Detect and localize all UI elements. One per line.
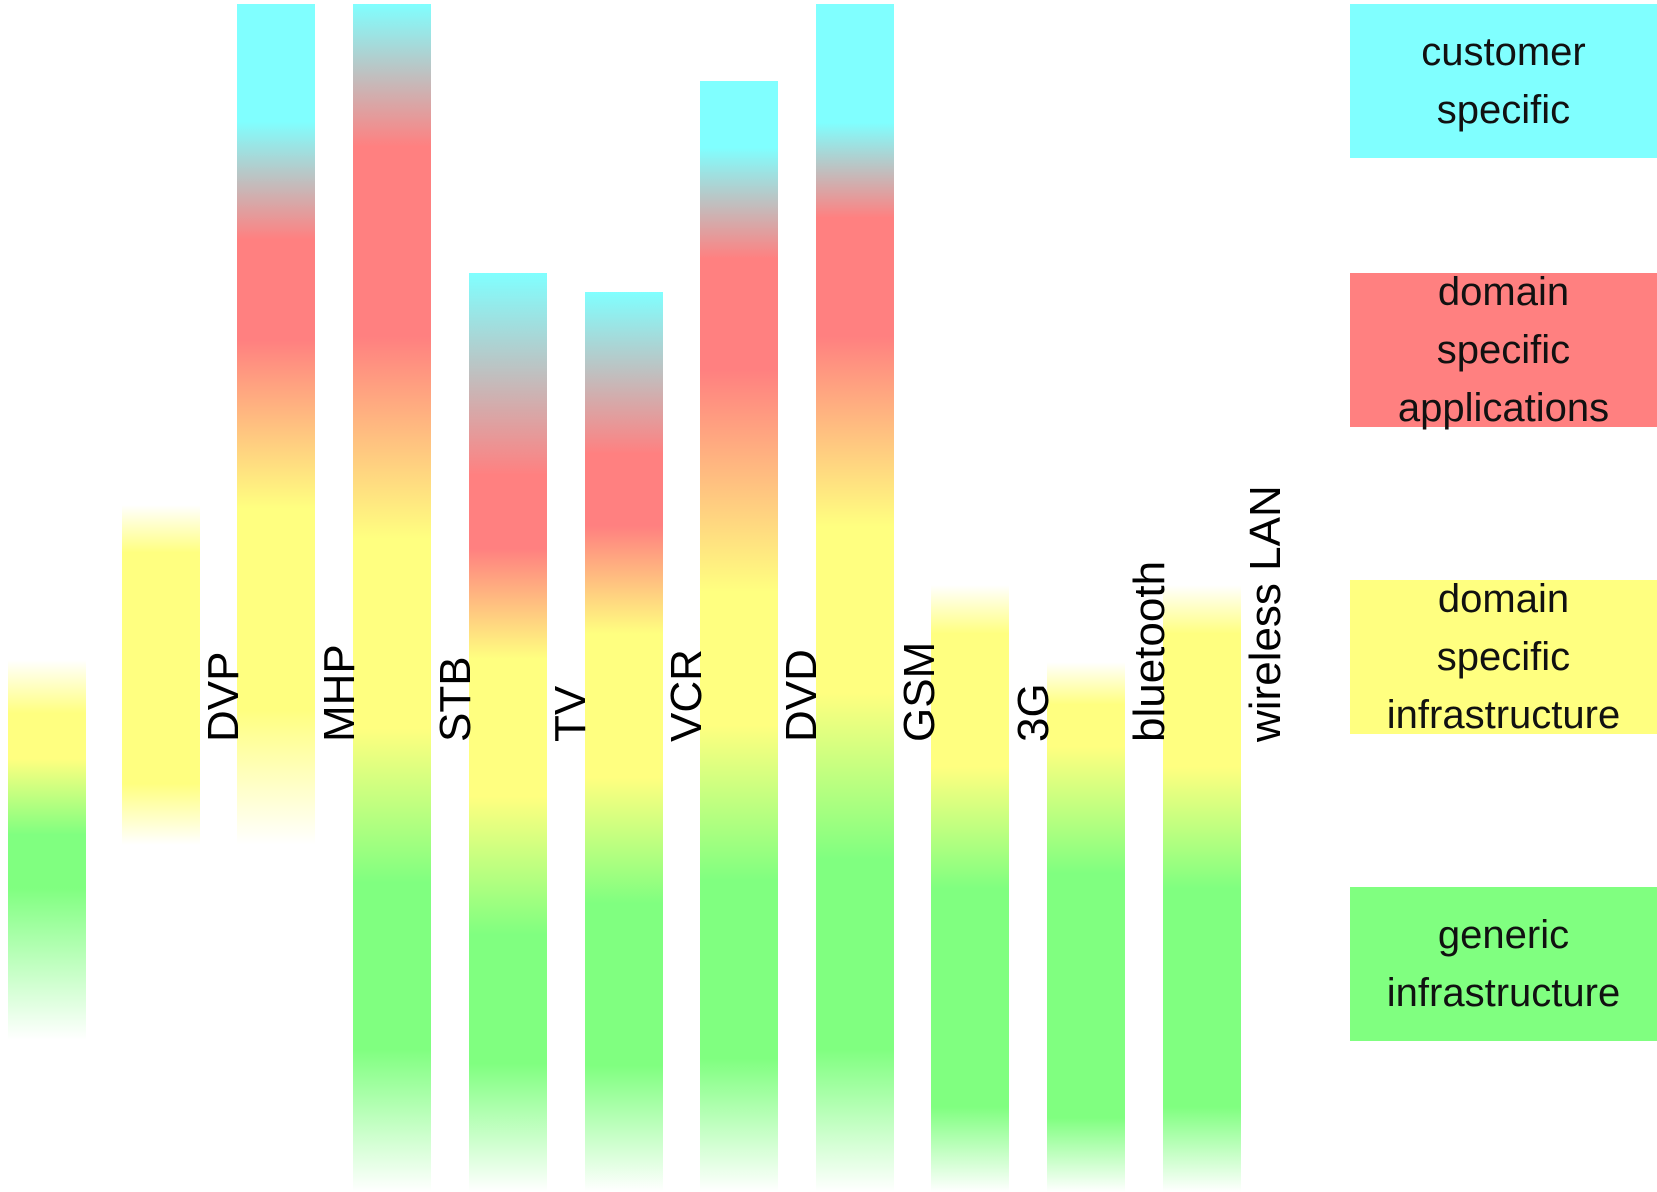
legend-line: specific xyxy=(1436,88,1571,132)
label-str: STB xyxy=(431,656,480,742)
bar-tv xyxy=(469,273,547,1192)
legend-line: infrastructure xyxy=(1386,693,1621,737)
bar-wlan xyxy=(1163,585,1241,1192)
label-dvd: DVD xyxy=(777,649,826,742)
label-bluetooth: bluetooth xyxy=(1125,560,1174,742)
legend-line: domain xyxy=(1437,270,1570,314)
bar-bluetooth xyxy=(1047,662,1125,1192)
label-3g: 3G xyxy=(1009,683,1058,742)
legend-line: specific xyxy=(1436,328,1571,372)
label-mhp: MHP xyxy=(315,644,364,742)
label-dvp: DVP xyxy=(199,651,248,742)
bar-1 xyxy=(8,660,86,1040)
bar-vcr xyxy=(585,292,663,1192)
legend-domain-specific-applications: domain specific applications xyxy=(1350,270,1657,430)
label-tv: TV xyxy=(546,685,595,742)
legend-line: customer xyxy=(1421,30,1586,74)
legend-line: domain xyxy=(1437,577,1570,621)
legend-line: applications xyxy=(1397,386,1610,430)
bar-dvd xyxy=(700,81,778,1192)
label-gsm: GSM xyxy=(895,641,944,742)
legend-customer-specific: customer specific xyxy=(1350,4,1657,158)
legend-line: specific xyxy=(1436,635,1571,679)
bar-3g xyxy=(931,585,1009,1192)
bar-dvp xyxy=(122,505,200,845)
label-wlan: wireless LAN xyxy=(1241,485,1290,742)
bar-str xyxy=(353,4,431,1192)
bar-gsm xyxy=(816,4,894,1192)
label-vcr: VCR xyxy=(662,649,711,742)
legend-line: generic xyxy=(1437,913,1570,957)
bar-mhp xyxy=(237,4,315,845)
legend-generic-infrastructure: generic infrastructure xyxy=(1350,887,1657,1041)
legend-line: infrastructure xyxy=(1386,971,1621,1015)
legend-domain-specific-infrastructure: domain specific infrastructure xyxy=(1350,577,1657,737)
